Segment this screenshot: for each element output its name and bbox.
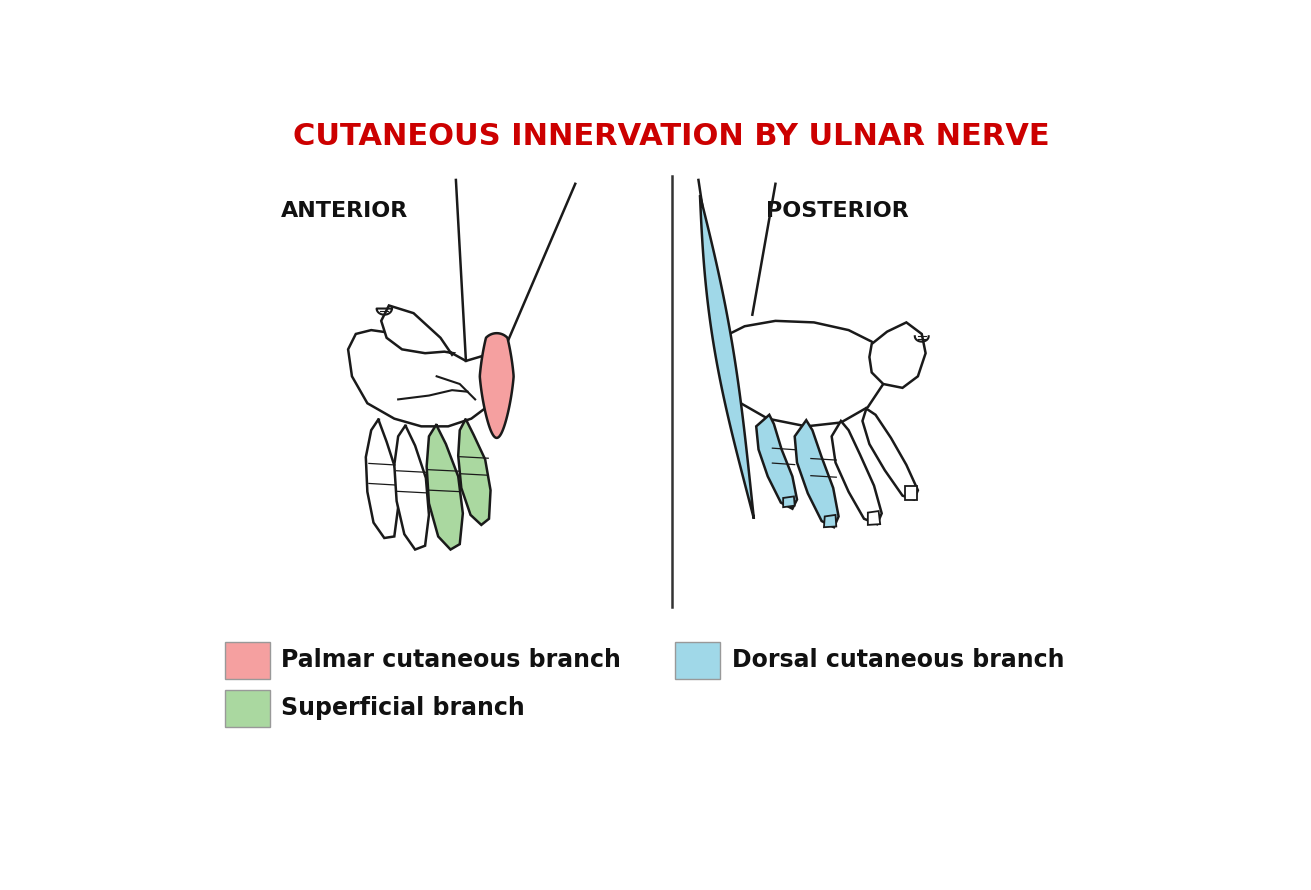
Polygon shape <box>863 409 918 499</box>
Polygon shape <box>700 195 754 519</box>
Polygon shape <box>366 418 399 538</box>
Text: Dorsal cutaneous branch: Dorsal cutaneous branch <box>732 649 1065 673</box>
Polygon shape <box>756 415 797 509</box>
Polygon shape <box>905 487 918 499</box>
Polygon shape <box>480 333 514 438</box>
Polygon shape <box>721 321 888 426</box>
Text: POSTERIOR: POSTERIOR <box>766 201 909 221</box>
Polygon shape <box>459 418 490 525</box>
Polygon shape <box>382 305 454 355</box>
Text: Palmar cutaneous branch: Palmar cutaneous branch <box>281 649 621 673</box>
Polygon shape <box>426 424 463 549</box>
Text: ANTERIOR: ANTERIOR <box>281 201 408 221</box>
Polygon shape <box>395 425 429 549</box>
Text: CUTANEOUS INNERVATION BY ULNAR NERVE: CUTANEOUS INNERVATION BY ULNAR NERVE <box>294 122 1050 150</box>
Polygon shape <box>868 511 880 525</box>
Text: Superficial branch: Superficial branch <box>281 696 524 720</box>
FancyBboxPatch shape <box>225 642 270 679</box>
FancyBboxPatch shape <box>225 690 270 726</box>
FancyBboxPatch shape <box>675 642 720 679</box>
Polygon shape <box>831 421 882 524</box>
Polygon shape <box>349 330 502 426</box>
Polygon shape <box>823 515 836 527</box>
Polygon shape <box>794 420 839 527</box>
Polygon shape <box>783 497 794 507</box>
Polygon shape <box>869 322 926 388</box>
